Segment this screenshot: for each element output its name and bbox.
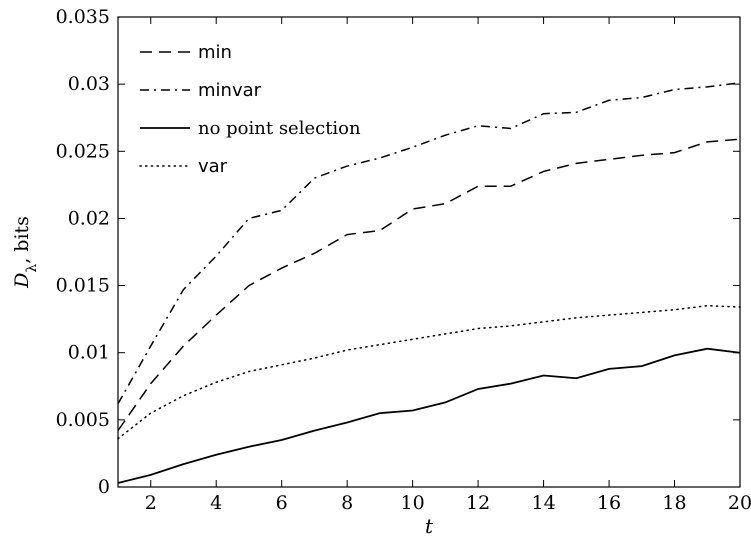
series-line-min bbox=[117, 138, 741, 432]
y-tick-label: 0.02 bbox=[68, 207, 110, 229]
x-tick-label: 14 bbox=[531, 492, 555, 514]
y-axis-title-sub: λ bbox=[24, 264, 40, 273]
x-tick-label: 12 bbox=[466, 492, 490, 514]
y-axis-title-rest: , bits bbox=[11, 216, 33, 264]
legend-label-var: var bbox=[198, 156, 228, 177]
x-tick-label: 10 bbox=[401, 492, 425, 514]
y-tick-label: 0.03 bbox=[68, 73, 110, 95]
y-tick-label: 0.035 bbox=[56, 6, 110, 28]
legend: min minvar no point selection var bbox=[139, 42, 361, 177]
series-line-minvar bbox=[117, 82, 741, 405]
x-tick-label: 2 bbox=[145, 492, 157, 514]
y-axis-title: Dλ, bits bbox=[11, 216, 40, 289]
x-tick-label: 6 bbox=[276, 492, 288, 514]
x-tick-label: 20 bbox=[728, 492, 751, 514]
y-tick-label: 0.005 bbox=[56, 409, 110, 431]
x-tick-label: 4 bbox=[210, 492, 222, 514]
x-tick-label: 8 bbox=[341, 492, 353, 514]
x-tick-label: 18 bbox=[662, 492, 686, 514]
y-axis-title-main: D bbox=[11, 273, 33, 289]
plot-frame bbox=[117, 16, 741, 488]
y-tick-label: 0.025 bbox=[56, 140, 110, 162]
legend-label-minvar: minvar bbox=[198, 80, 262, 101]
legend-label-no-point-selection: no point selection bbox=[198, 118, 361, 139]
y-tick-label: 0.01 bbox=[68, 342, 110, 364]
x-axis-title: t bbox=[425, 514, 434, 538]
legend-label-min: min bbox=[198, 42, 232, 63]
y-tick-label: 0 bbox=[98, 476, 110, 498]
series-layer bbox=[117, 82, 741, 484]
series-line-var bbox=[117, 304, 741, 440]
x-tick-label: 16 bbox=[597, 492, 621, 514]
ticks-layer: 2 4 6 8 10 12 14 16 18 20 0 0.005 0.01 0.015 0.02 0.025… bbox=[56, 6, 751, 514]
y-tick-label: 0.015 bbox=[56, 275, 110, 297]
series-line-no-point-selection bbox=[117, 347, 741, 484]
